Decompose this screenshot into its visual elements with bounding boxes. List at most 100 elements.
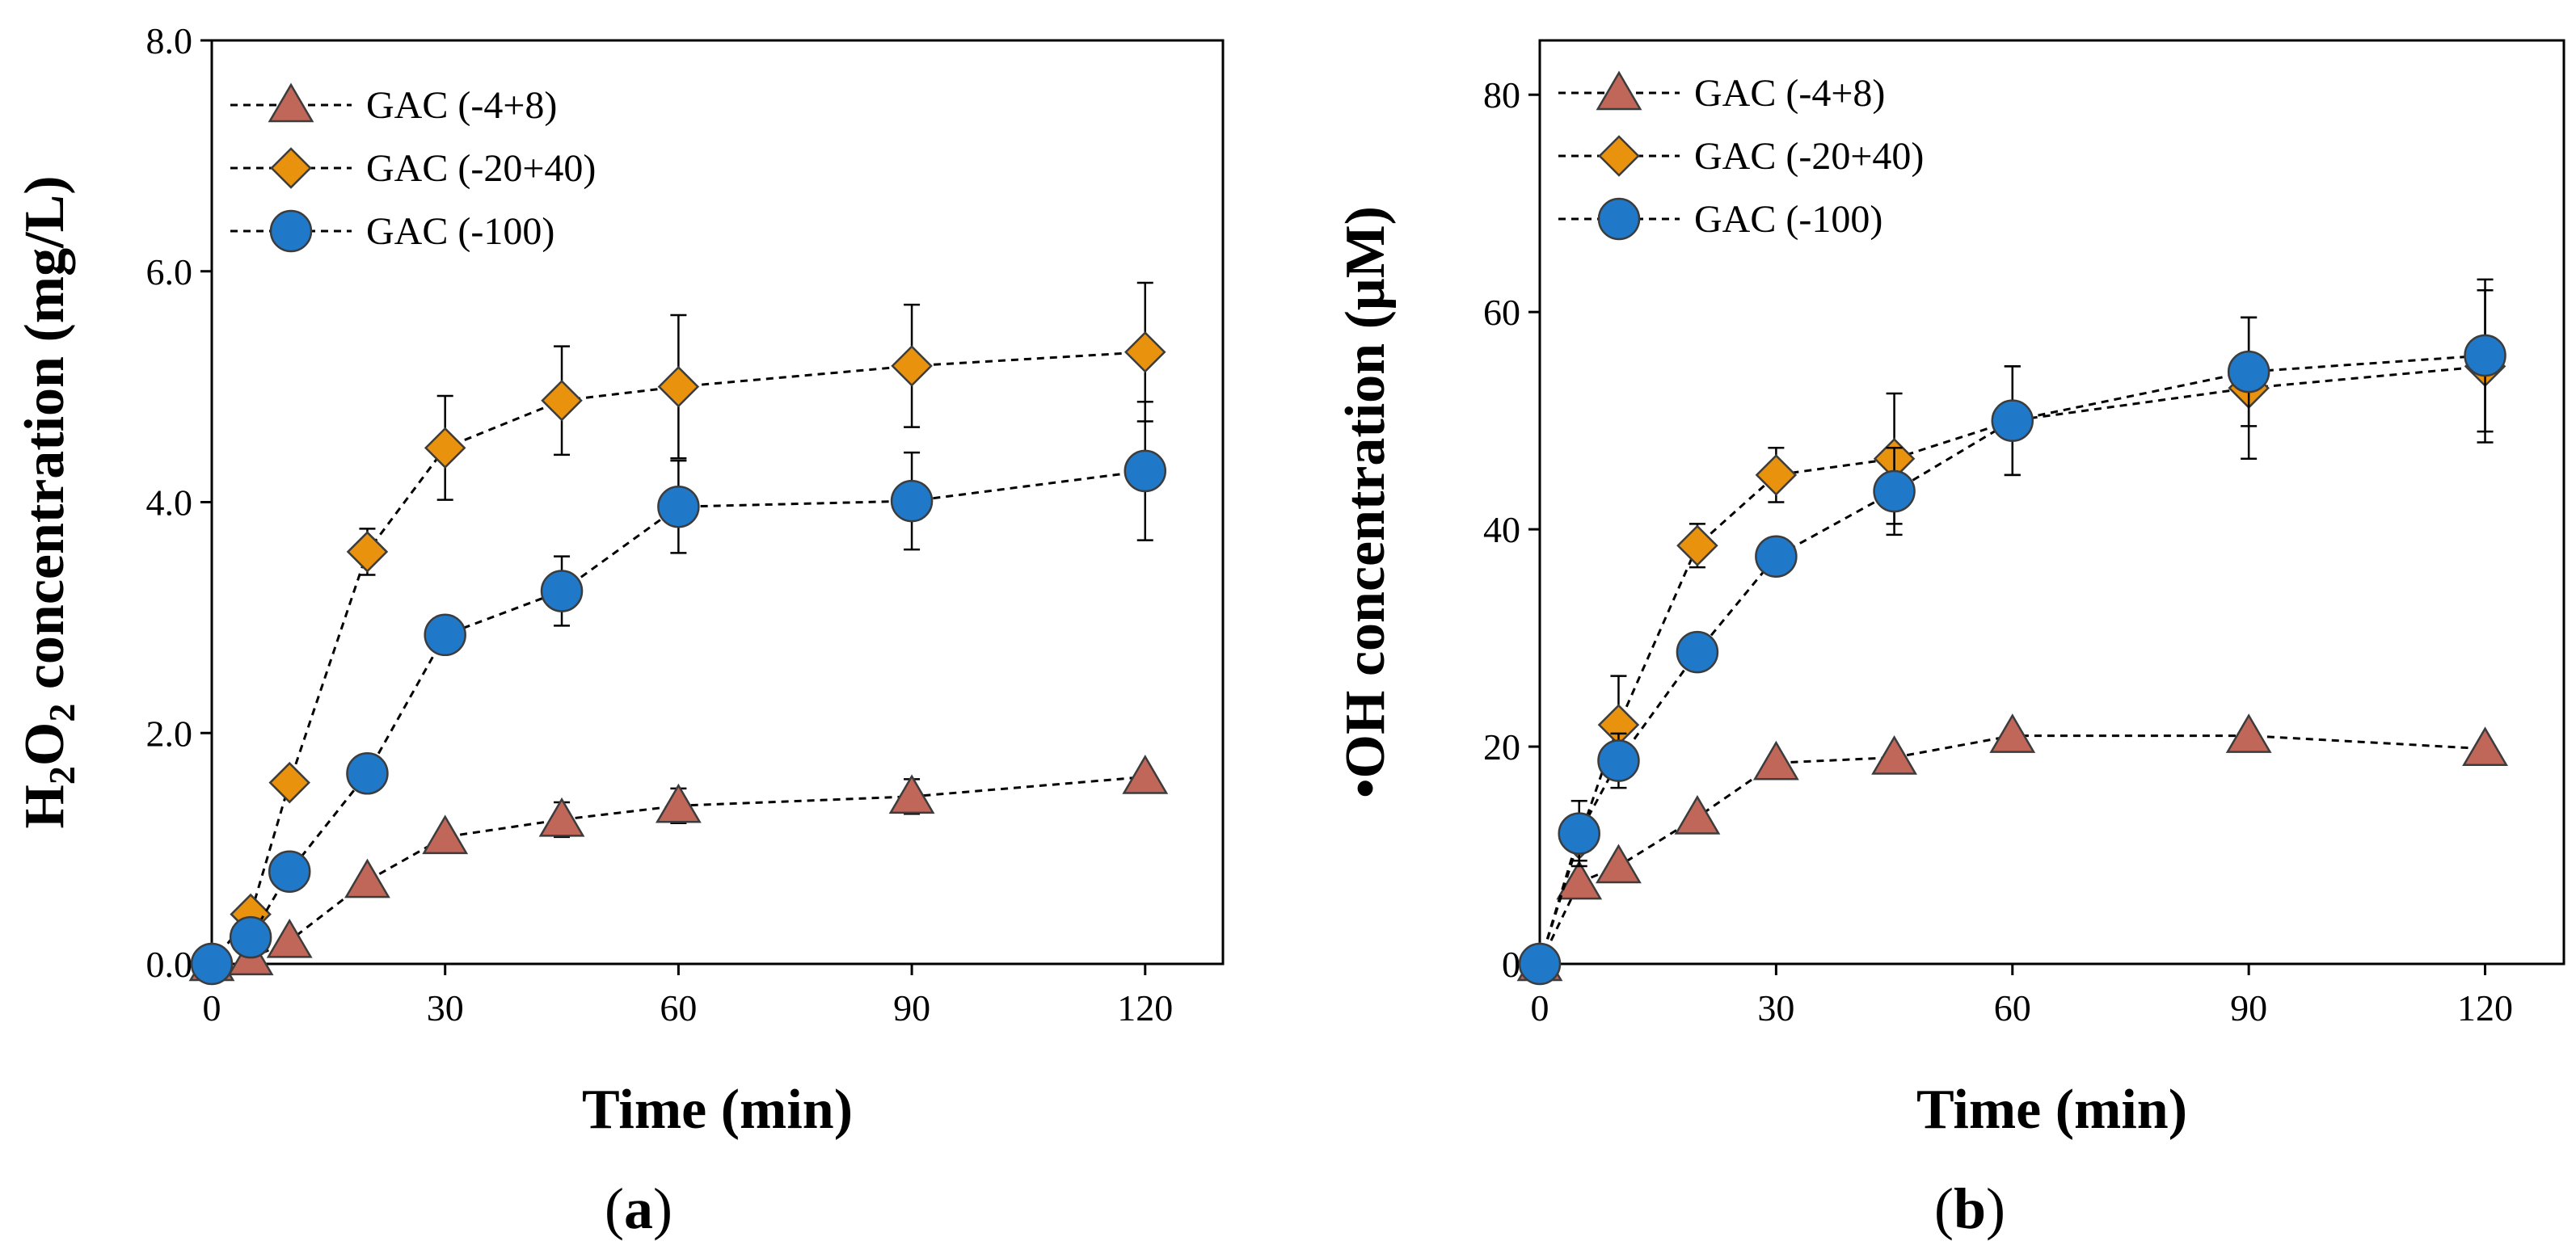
y-tick-label: 0 [1502, 944, 1520, 985]
legend-label: GAC (-100) [1694, 198, 1882, 241]
series-triangle [188, 755, 1169, 982]
x-axis-title: Time (min) [1916, 1079, 2187, 1141]
data-point-triangle [538, 797, 585, 837]
series-diamond [191, 281, 1166, 985]
data-point-circle [2227, 350, 2270, 393]
data-point-circle [190, 942, 234, 986]
data-point-triangle [1596, 844, 1642, 884]
y-tick-label: 40 [1483, 509, 1520, 550]
data-point-circle [1558, 812, 1600, 855]
y-tick-label: 80 [1483, 74, 1520, 116]
series-circle [1518, 278, 2506, 986]
y-axis-title: H2O2 concentration (mg/L) [14, 175, 82, 828]
legend-marker-diamond [1598, 135, 1640, 177]
data-point-triangle [655, 783, 702, 823]
y-axis-title-part: concentration (mg/L) [14, 175, 76, 703]
chart-panel-a: 0.0 2.0 4.0 6.0 8.0 0 30 60 90 120 Time (min) H2O2 … [14, 20, 1225, 1241]
x-tick-label: 30 [427, 987, 464, 1029]
data-point-triangle [344, 858, 390, 898]
legend-marker-triangle [1596, 70, 1642, 111]
legend-marker-diamond [270, 147, 312, 189]
series-line [1538, 354, 2485, 965]
data-point-circle [424, 613, 466, 657]
series-line [1538, 364, 2485, 965]
y-tick-label: 60 [1483, 292, 1520, 333]
data-point-triangle [1989, 713, 2036, 753]
data-point-diamond [541, 380, 583, 422]
data-point-diamond [1755, 454, 1798, 496]
legend-label: GAC (-100) [366, 210, 554, 253]
y-axis-title-part: O [14, 722, 76, 766]
x-axis-title: Time (min) [582, 1079, 853, 1141]
data-point-diamond [1676, 524, 1718, 567]
data-point-diamond [891, 345, 933, 387]
legend-marker-triangle [268, 82, 314, 123]
panel-label-paren: ) [1986, 1176, 2005, 1241]
y-tick-label: 0.0 [146, 944, 193, 985]
x-tick-label: 90 [893, 987, 930, 1029]
data-point-circle [1124, 449, 1167, 493]
x-tick-label: 0 [203, 987, 221, 1029]
data-point-triangle [266, 918, 313, 958]
data-point-circle [346, 752, 389, 795]
y-axis-title-part: •OH concentration (μM) [1334, 206, 1397, 798]
legend: GAC (-4+8) GAC (-20+40) GAC (-100) [1558, 70, 1924, 241]
y-tick-label: 2.0 [146, 713, 193, 754]
data-point-diamond [424, 427, 466, 469]
data-point-circle [1676, 630, 1719, 674]
data-point-triangle [2462, 726, 2508, 766]
x-tick-label: 60 [1994, 987, 2031, 1029]
data-point-triangle [888, 774, 935, 814]
x-tick-label: 90 [2230, 987, 2267, 1029]
y-tick-label: 4.0 [146, 482, 193, 524]
panel-label-letter: b [1954, 1176, 1986, 1241]
panel-label-letter: a [624, 1176, 653, 1241]
chart-panel-b: 0 20 40 60 80 0 30 60 90 120 Time (min) •OH concent… [1334, 39, 2565, 1241]
plot-frame [210, 39, 1225, 966]
data-point-circle [1755, 535, 1798, 578]
data-point-circle [1873, 469, 1916, 513]
data-point-triangle [1556, 860, 1603, 900]
data-point-circle [1518, 942, 1562, 986]
data-point-triangle [1674, 794, 1721, 835]
data-point-circle [657, 485, 700, 528]
data-point-triangle [1122, 755, 1169, 794]
x-tick-label: 60 [660, 987, 697, 1029]
data-point-triangle [2225, 713, 2272, 753]
data-point-circle [229, 915, 272, 959]
legend-label: GAC (-20+40) [1694, 135, 1924, 178]
y-axis-title-part: H [14, 785, 76, 828]
series-triangle [1516, 713, 2508, 982]
data-point-diamond [268, 761, 310, 804]
series-circle [190, 400, 1167, 986]
x-tick-label: 0 [1531, 987, 1549, 1029]
data-point-circle [890, 479, 934, 523]
data-point-triangle [422, 814, 469, 855]
data-point-diamond [657, 365, 700, 408]
data-point-triangle [1752, 740, 1799, 780]
x-tick-label: 120 [1117, 987, 1173, 1029]
panel-label-paren: ( [605, 1176, 624, 1241]
panel-label: (a) [605, 1176, 672, 1241]
y-tick-label: 6.0 [146, 251, 193, 292]
legend-marker-circle [1597, 197, 1641, 241]
data-point-diamond [1124, 330, 1166, 373]
y-tick-label: 8.0 [146, 20, 193, 61]
y-axis-title-subscript: 2 [41, 704, 82, 722]
y-tick-label: 20 [1483, 726, 1520, 768]
data-point-circle [1991, 399, 2034, 442]
legend-label: GAC (-4+8) [366, 84, 557, 127]
series-line [1538, 734, 2485, 965]
y-axis-title-subscript: 2 [41, 766, 82, 785]
legend-label: GAC (-20+40) [366, 147, 596, 190]
legend-marker-circle [269, 209, 313, 253]
x-tick-label: 30 [1757, 987, 1794, 1029]
panel-label: (b) [1934, 1176, 2005, 1241]
plot-frame [1538, 39, 2565, 966]
legend: GAC (-4+8) GAC (-20+40) GAC (-100) [230, 82, 596, 253]
data-point-circle [2464, 334, 2506, 377]
data-point-triangle [1871, 735, 1918, 775]
panel-label-paren: ) [653, 1176, 672, 1241]
legend-label: GAC (-4+8) [1694, 72, 1885, 115]
